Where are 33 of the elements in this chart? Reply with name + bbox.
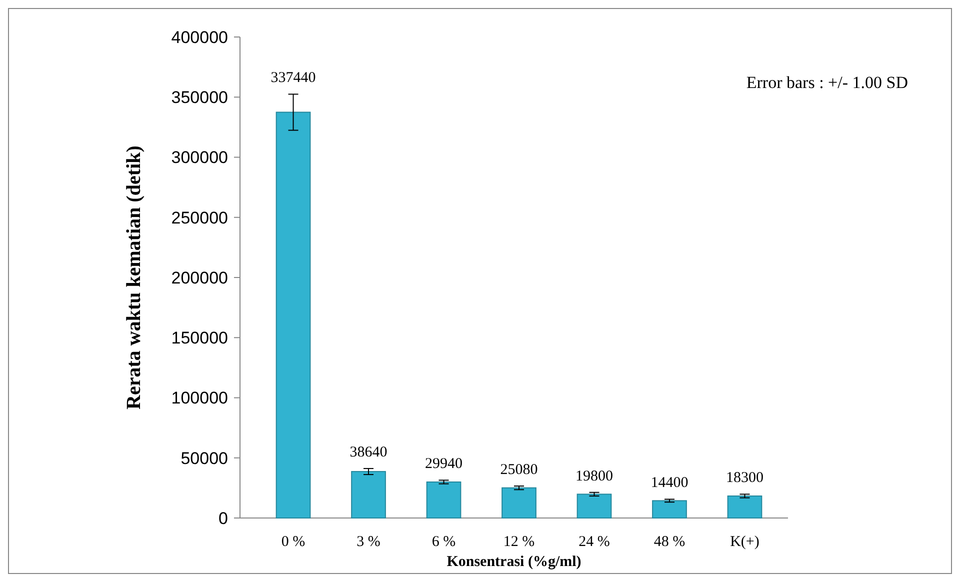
y-tick-label: 0 <box>218 508 228 528</box>
bar <box>276 112 311 518</box>
y-tick-label: 150000 <box>171 328 228 348</box>
bar <box>652 500 687 518</box>
data-label: 19800 <box>575 468 613 484</box>
x-tick-label: 6 % <box>432 534 456 550</box>
x-tick-label: 0 % <box>281 534 306 550</box>
x-tick-label: 12 % <box>503 534 535 550</box>
y-tick-label: 100000 <box>171 388 228 408</box>
y-tick-label: 350000 <box>171 88 228 108</box>
y-tick-label: 250000 <box>171 208 228 228</box>
data-label: 337440 <box>270 70 316 86</box>
x-axis-title: Konsentrasi (%g/ml) <box>446 554 582 570</box>
data-label: 25080 <box>500 462 538 478</box>
x-tick-label: 3 % <box>356 534 380 550</box>
x-tick-label: 24 % <box>578 534 610 550</box>
bar <box>502 487 536 518</box>
y-tick-label: 400000 <box>171 28 228 47</box>
data-label: 38640 <box>350 444 388 461</box>
y-tick-label: 300000 <box>171 148 228 168</box>
bar <box>727 495 762 518</box>
annotation: Error bars : +/- 1.00 SD <box>746 73 908 92</box>
y-tick-label: 50000 <box>180 448 228 468</box>
data-label: 14400 <box>650 475 688 492</box>
y-tick-label: 200000 <box>171 268 228 288</box>
bar <box>351 471 386 518</box>
bar <box>426 481 462 518</box>
x-tick-label: 48 % <box>654 534 686 550</box>
x-tick-label: K(+) <box>730 534 760 550</box>
bar <box>576 494 612 518</box>
data-label: 18300 <box>726 470 764 486</box>
y-axis-title: Rerata waktu kematian (detik) <box>123 146 145 410</box>
data-label: 29940 <box>425 456 463 472</box>
